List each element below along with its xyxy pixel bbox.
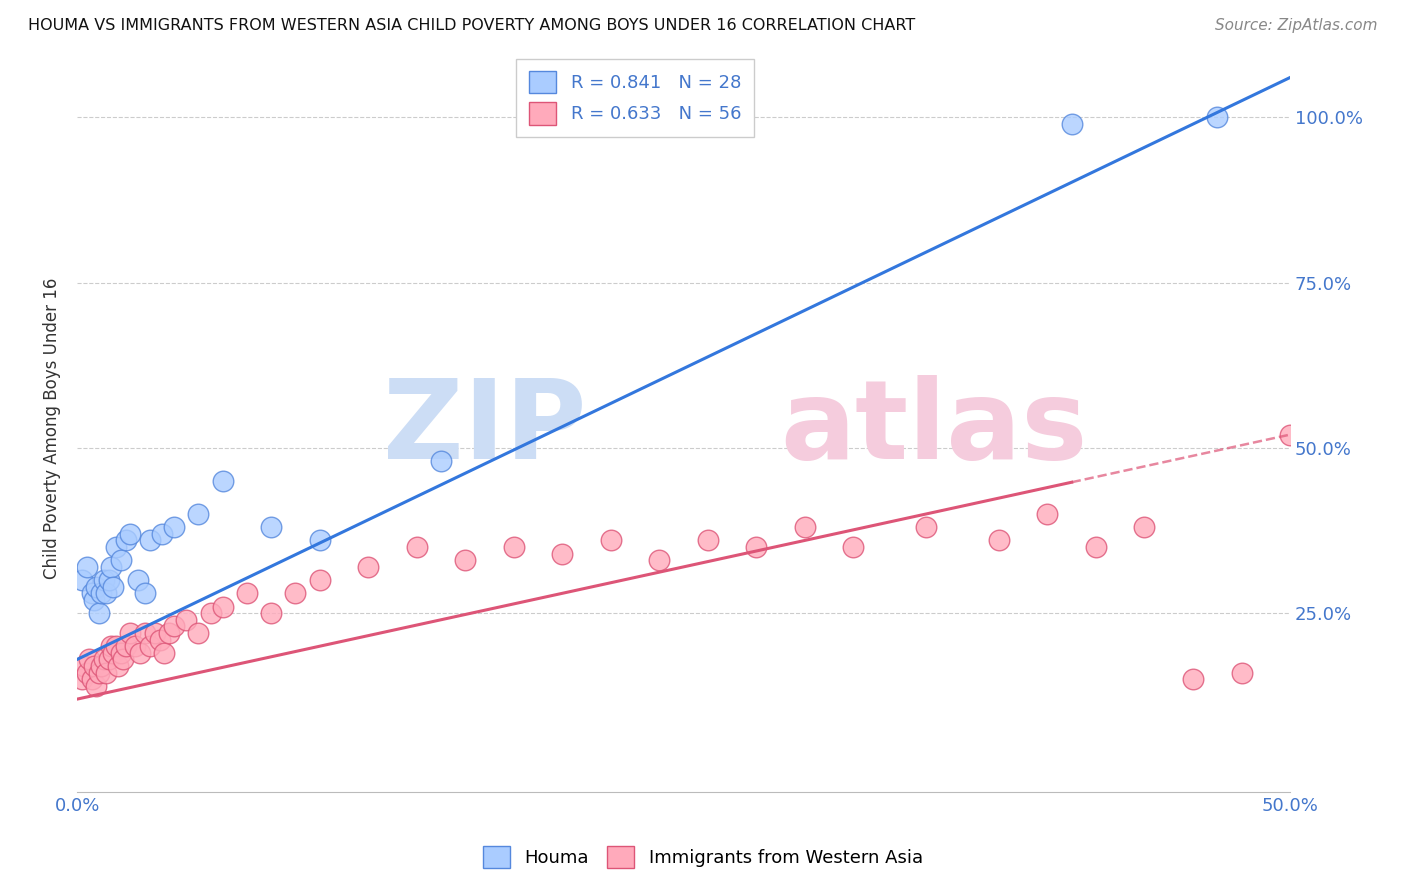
Point [502,540,524,554]
Point [1181,673,1204,687]
Point [793,520,815,534]
Point [148,632,170,647]
Point [114,639,136,653]
Point [163,520,186,534]
Point [107,659,129,673]
Point [260,520,283,534]
Point [70,573,93,587]
Point [551,547,574,561]
Text: HOUMA VS IMMIGRANTS FROM WESTERN ASIA CHILD POVERTY AMONG BOYS UNDER 16 CORRELAT: HOUMA VS IMMIGRANTS FROM WESTERN ASIA CH… [28,18,915,33]
Point [100,639,122,653]
Point [284,586,307,600]
Point [77,652,100,666]
Point [83,593,105,607]
Y-axis label: Child Poverty Among Boys Under 16: Child Poverty Among Boys Under 16 [44,277,60,579]
Point [1036,507,1059,521]
Point [1060,117,1083,131]
Point [187,626,209,640]
Point [1133,520,1156,534]
Point [648,553,671,567]
Point [120,526,142,541]
Point [405,540,427,554]
Point [260,606,283,620]
Point [163,619,186,633]
Point [124,639,146,653]
Text: ZIP: ZIP [384,375,586,482]
Point [987,533,1010,548]
Point [1230,665,1253,680]
Point [103,580,125,594]
Point [120,626,142,640]
Point [308,573,330,587]
Point [599,533,621,548]
Point [915,520,938,534]
Point [211,474,233,488]
Point [87,606,110,620]
Point [153,646,176,660]
Point [112,652,135,666]
Legend: Houma, Immigrants from Western Asia: Houma, Immigrants from Western Asia [472,835,934,879]
Point [1084,540,1107,554]
Point [76,665,98,680]
Point [90,659,112,673]
Point [745,540,768,554]
Point [127,573,149,587]
Point [1206,110,1229,124]
Point [86,679,108,693]
Point [430,454,453,468]
Point [93,652,115,666]
Point [90,586,112,600]
Point [76,560,98,574]
Point [96,586,118,600]
Point [96,665,118,680]
Point [83,659,105,673]
Point [97,573,120,587]
Point [454,553,477,567]
Text: atlas: atlas [780,375,1088,482]
Point [70,673,93,687]
Point [139,533,162,548]
Point [73,659,96,673]
Point [104,540,127,554]
Point [114,533,136,548]
Point [842,540,865,554]
Point [134,586,156,600]
Point [93,573,115,587]
Point [80,673,103,687]
Point [129,646,152,660]
Point [187,507,209,521]
Point [236,586,259,600]
Point [696,533,718,548]
Point [80,586,103,600]
Point [139,639,162,653]
Point [308,533,330,548]
Point [97,652,120,666]
Point [1279,427,1302,442]
Point [86,580,108,594]
Point [110,553,132,567]
Point [143,626,166,640]
Point [174,613,197,627]
Point [87,665,110,680]
Point [150,526,173,541]
Point [211,599,233,614]
Point [110,646,132,660]
Point [103,646,125,660]
Point [357,560,380,574]
Point [100,560,122,574]
Text: Source: ZipAtlas.com: Source: ZipAtlas.com [1215,18,1378,33]
Point [134,626,156,640]
Point [200,606,222,620]
Point [104,639,127,653]
Legend: R = 0.841   N = 28, R = 0.633   N = 56: R = 0.841 N = 28, R = 0.633 N = 56 [516,59,754,137]
Point [157,626,180,640]
